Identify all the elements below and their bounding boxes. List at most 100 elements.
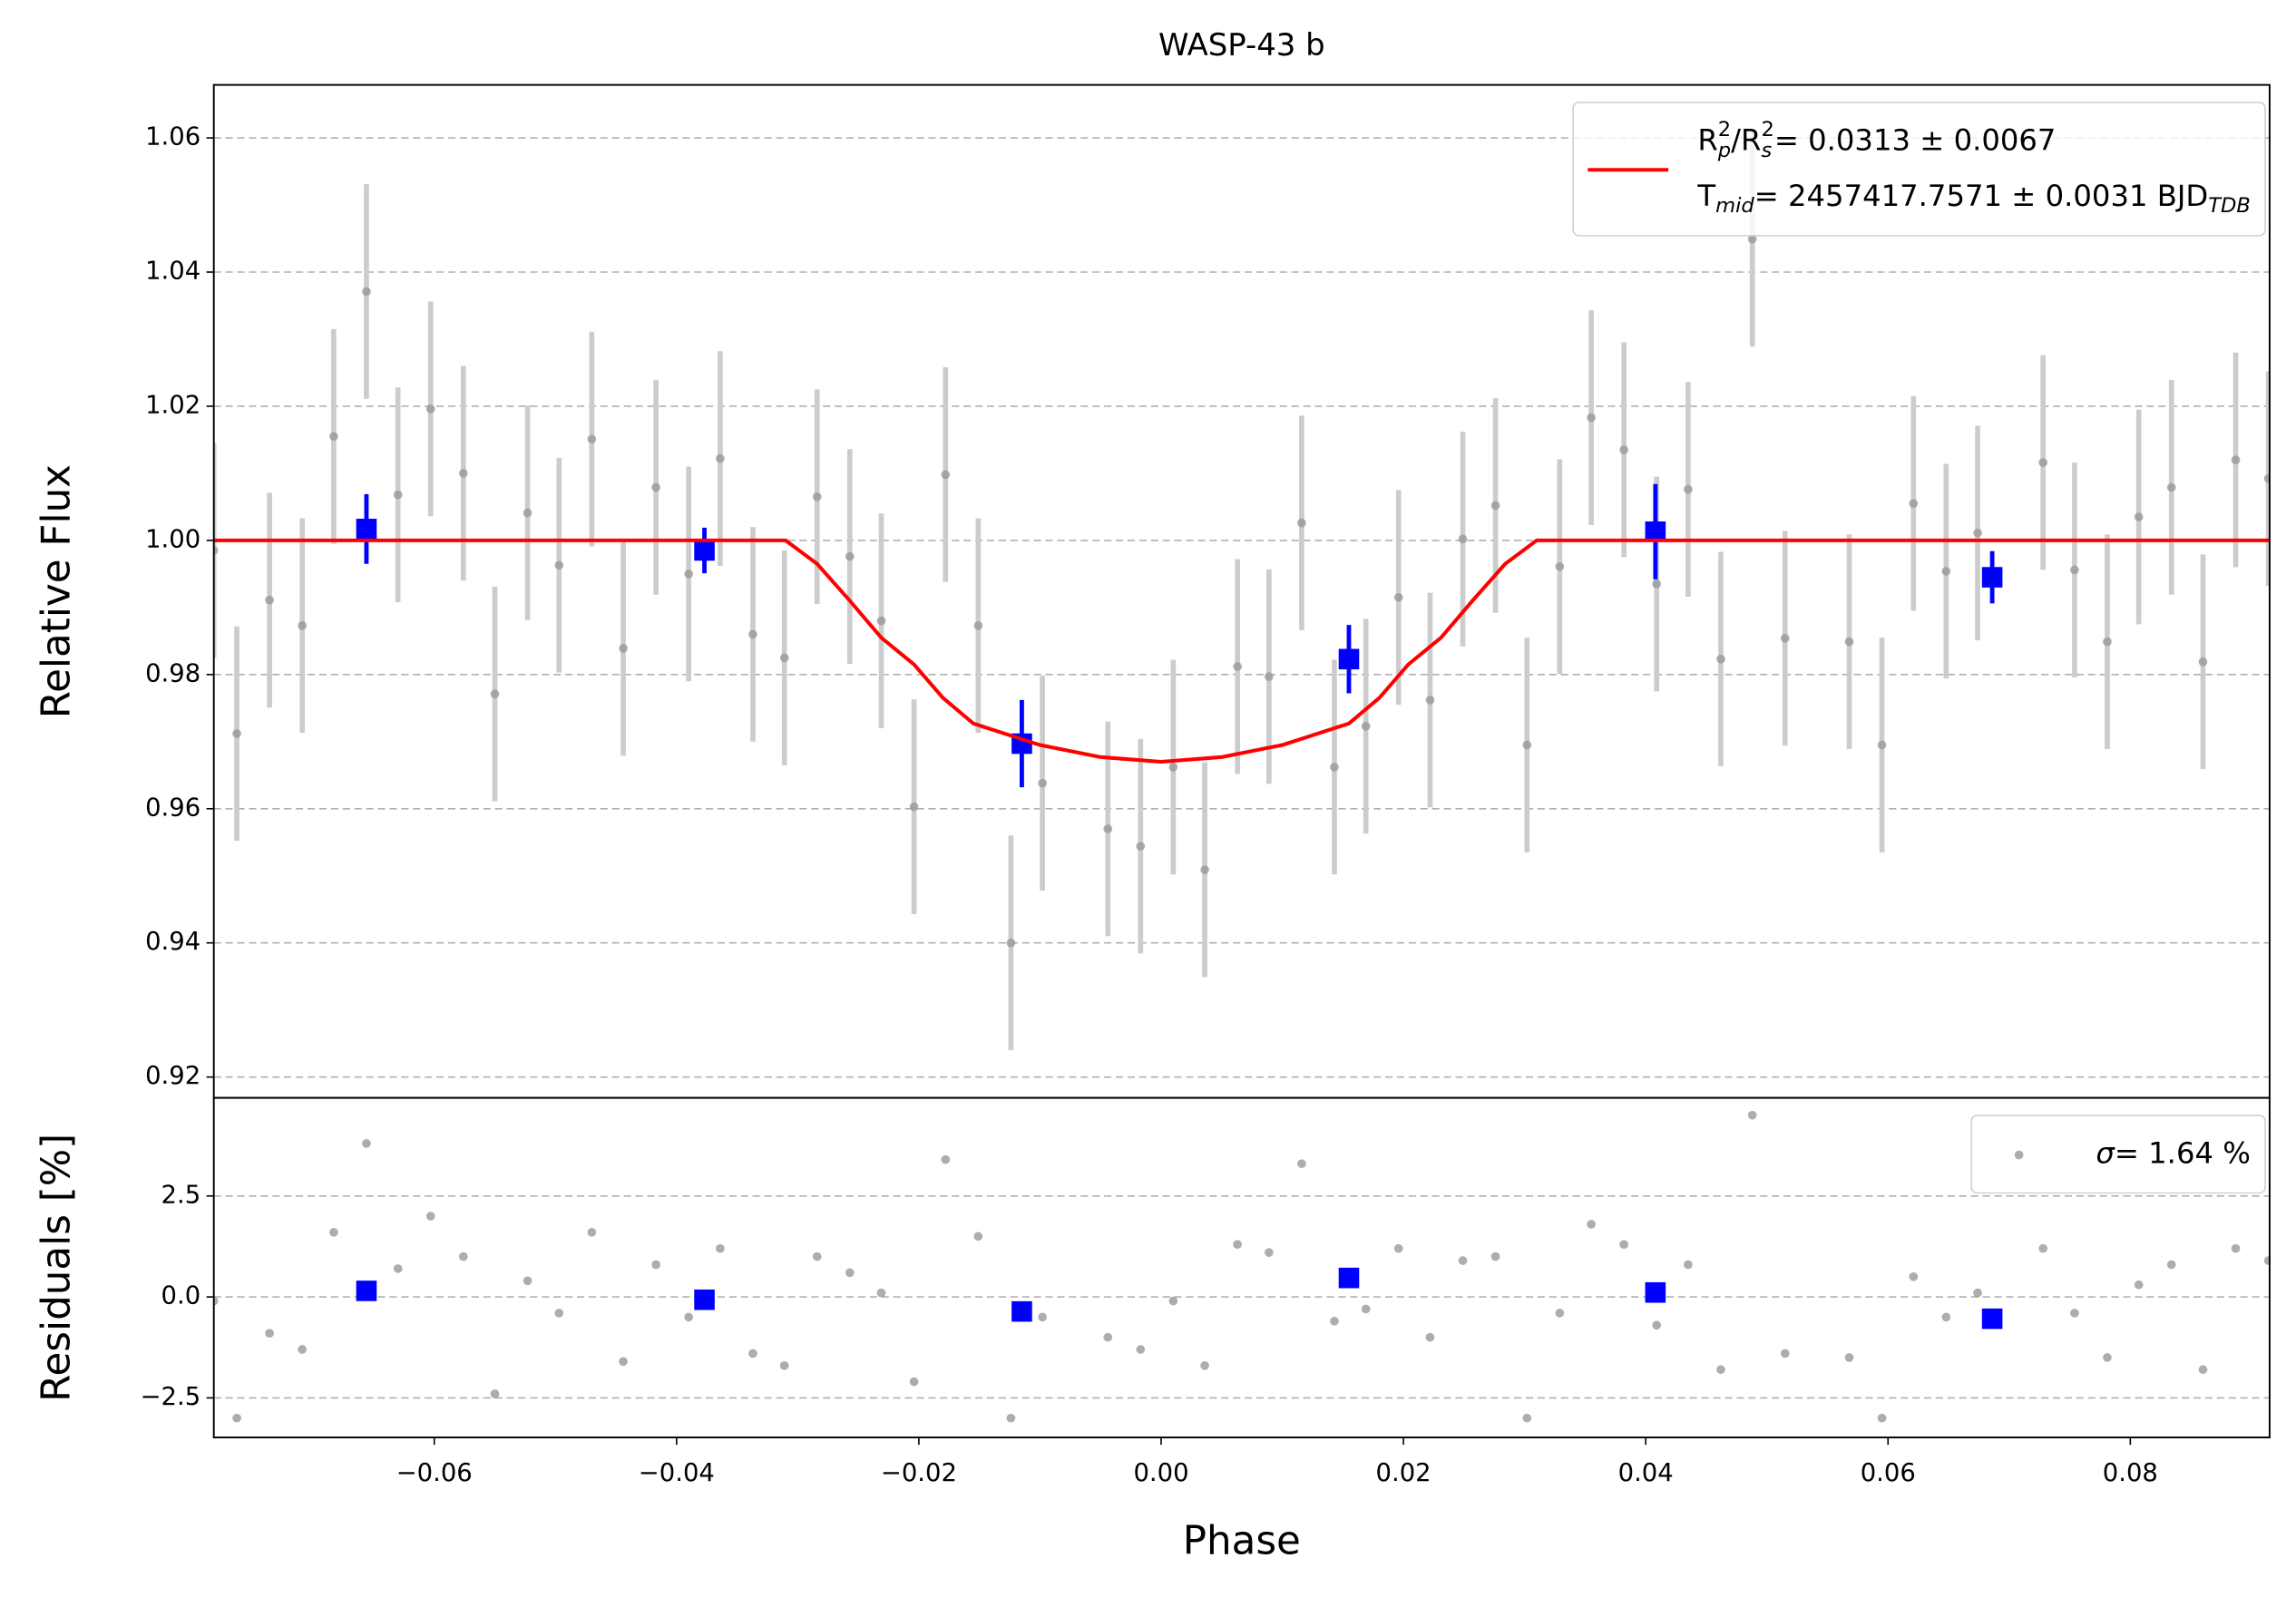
binned-point [1338, 648, 1360, 670]
data-point [1458, 1256, 1468, 1265]
data-point [1490, 501, 1500, 511]
legend-marker [2014, 1150, 2024, 1160]
data-point [1425, 696, 1435, 705]
data-point [554, 560, 564, 570]
data-point [619, 1357, 628, 1367]
data-point [2070, 1309, 2079, 1318]
data-point [1780, 1349, 1790, 1358]
data-point [1716, 1365, 1725, 1375]
legend-text: = 2457417.7571 ± 0.0031 BJD [1754, 179, 2209, 213]
data-point [587, 434, 597, 444]
data-point [298, 620, 308, 630]
data-point [2134, 1280, 2144, 1290]
data-point [329, 1228, 338, 1237]
legend-sub: mid [1715, 194, 1754, 218]
x-axis-label: Phase [1183, 1518, 1301, 1563]
data-point [1684, 1260, 1693, 1270]
data-point [1844, 1353, 1854, 1362]
data-point [1265, 1248, 1274, 1257]
binned-point [356, 1281, 377, 1301]
binned-point [694, 540, 715, 561]
data-point [2231, 455, 2241, 464]
binned-point [1011, 1300, 1032, 1322]
data-point [1844, 637, 1854, 647]
y-tick-label: 1.04 [145, 257, 200, 285]
data-point [265, 595, 274, 605]
data-point [1619, 445, 1628, 454]
data-point [1038, 778, 1047, 788]
model-line [213, 538, 2270, 764]
binned-point [1981, 567, 2003, 588]
data-point [1425, 1332, 1435, 1342]
data-point [941, 1154, 951, 1164]
data-point [2198, 1365, 2208, 1375]
data-point [716, 1243, 725, 1253]
data-point [1297, 1159, 1306, 1169]
data-point [1747, 234, 1757, 244]
data-point [2231, 1243, 2241, 1253]
data-point [1619, 1240, 1628, 1250]
data-point [2166, 482, 2176, 492]
data-point [425, 1212, 435, 1221]
y-tick-label: 0.94 [145, 928, 200, 956]
y-axis-label: Residuals [%] [34, 1134, 80, 1402]
data-point [1716, 654, 1725, 664]
data-point [1361, 1304, 1371, 1314]
data-point [1297, 518, 1306, 528]
data-point [1684, 484, 1693, 494]
data-point [779, 1360, 789, 1370]
binned-point [1981, 1308, 2003, 1329]
data-point [1330, 763, 1339, 772]
data-point [1393, 1243, 1403, 1253]
x-tick-label: −0.04 [639, 1459, 715, 1487]
data-point [232, 1413, 241, 1423]
data-point [748, 1349, 757, 1358]
data-point [845, 1268, 855, 1278]
data-point [812, 492, 822, 501]
x-tick-label: −0.06 [396, 1459, 473, 1487]
data-point [2166, 1260, 2176, 1270]
data-point [1652, 1320, 1662, 1330]
x-tick-label: 0.04 [1618, 1459, 1674, 1487]
legend: σ = 1.64 % [1970, 1115, 2266, 1194]
binned-point [694, 1289, 715, 1310]
data-point [1233, 1240, 1242, 1250]
data-point [1877, 740, 1887, 750]
data-point [490, 689, 500, 699]
data-point [2134, 512, 2144, 521]
data-point [845, 551, 855, 561]
legend-text: R [1697, 123, 1717, 158]
data-point [523, 1276, 532, 1286]
legend-sub: s [1761, 139, 1772, 162]
legend-sup: 2 [1718, 118, 1731, 141]
data-point [393, 1264, 403, 1273]
data-point [1941, 567, 1951, 576]
data-point [1233, 662, 1242, 671]
binned-point [1645, 1281, 1666, 1303]
data-point [1168, 763, 1178, 772]
axes-frame [212, 83, 2271, 1099]
data-point [1200, 1360, 1209, 1370]
data-point [1490, 1251, 1500, 1261]
data-point [2070, 565, 2079, 575]
plot-area [213, 1110, 2270, 1423]
data-point [2038, 1243, 2048, 1253]
data-point [2038, 458, 2048, 467]
x-tick-label: 0.00 [1133, 1459, 1188, 1487]
data-point [1458, 534, 1468, 544]
y-tick-label: 0.98 [145, 659, 200, 687]
legend-box [1970, 1115, 2266, 1194]
data-point [1103, 824, 1113, 833]
data-point [362, 287, 371, 297]
data-point [458, 469, 468, 478]
data-point [1555, 561, 1565, 571]
data-point [1780, 634, 1790, 643]
y-tick-label: −2.5 [141, 1383, 201, 1411]
data-point [748, 629, 757, 639]
data-point [458, 1251, 468, 1261]
data-point [909, 802, 919, 812]
data-point [651, 1260, 660, 1270]
x-tick-label: 0.08 [2103, 1459, 2158, 1487]
